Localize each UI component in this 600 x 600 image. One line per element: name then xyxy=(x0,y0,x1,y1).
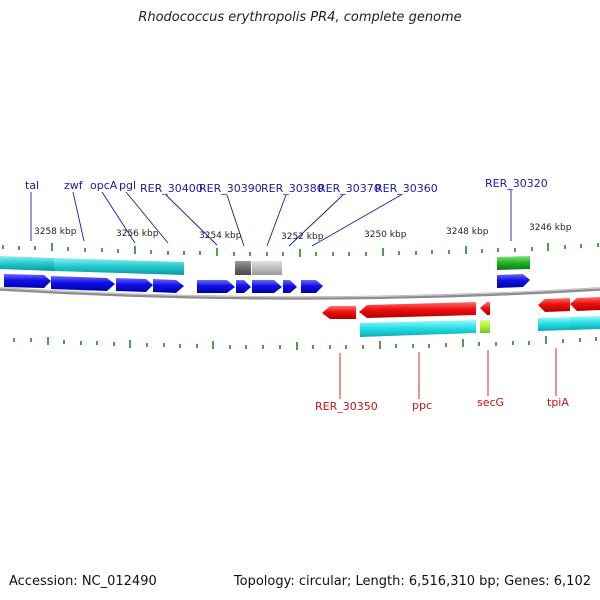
cds-arrow-zwf[interactable] xyxy=(51,276,115,291)
gene-feature[interactable] xyxy=(0,256,54,271)
cds-arrow-tal[interactable] xyxy=(4,274,51,288)
top-leader-lines xyxy=(30,190,512,247)
gene-feature[interactable] xyxy=(570,316,600,330)
reverse-gene-track xyxy=(360,316,600,337)
cds-arrow-rer30390[interactable] xyxy=(236,280,251,293)
scale-label: 3254 kbp xyxy=(199,231,242,241)
forward-cds-track xyxy=(4,274,530,293)
scale-label: 3246 kbp xyxy=(529,223,572,233)
cds-arrow-ppc[interactable] xyxy=(359,302,476,318)
gene-feature[interactable] xyxy=(538,317,570,331)
gene-label-rer30350[interactable]: RER_30350 xyxy=(315,400,378,413)
top-scale-ticks xyxy=(2,243,599,257)
backbone-highlight xyxy=(0,287,600,298)
scale-label: 3248 kbp xyxy=(446,227,489,237)
cds-arrow-rer30320[interactable] xyxy=(497,274,530,288)
reverse-cds-track xyxy=(322,297,600,319)
forward-gene-track xyxy=(0,256,530,275)
bottom-leader-lines xyxy=(339,348,557,399)
cds-arrow-rer30400[interactable] xyxy=(197,280,235,293)
cds-arrow-rer30350[interactable] xyxy=(322,306,356,319)
scale-label: 3258 kbp xyxy=(34,227,77,237)
green-feature[interactable] xyxy=(497,256,530,270)
top-gene-labels: tal zwf opcA pgl RER_30400 RER_30390 RER… xyxy=(25,177,548,195)
scale-label: 3252 kbp xyxy=(281,232,324,242)
gene-label-rer30370[interactable]: RER_30370 xyxy=(318,182,381,195)
gene-feature[interactable] xyxy=(54,258,184,275)
gene-label-pgl[interactable]: pgl xyxy=(119,179,136,192)
cds-arrow-secg[interactable] xyxy=(480,302,490,315)
gene-label-rer30320[interactable]: RER_30320 xyxy=(485,177,548,190)
cds-arrow[interactable] xyxy=(570,297,600,311)
cds-arrow-tpia[interactable] xyxy=(538,298,570,312)
gray-feature[interactable] xyxy=(235,261,251,275)
gene-label-ppc[interactable]: ppc xyxy=(412,399,432,412)
bottom-gene-labels: RER_30350 ppc secG tpiA xyxy=(315,396,569,413)
gene-label-rer30400[interactable]: RER_30400 xyxy=(140,182,203,195)
cds-arrow-pgl[interactable] xyxy=(153,279,184,293)
scale-labels: 3258 kbp 3256 kbp 3254 kbp 3252 kbp 3250… xyxy=(34,223,572,242)
gene-label-tpia[interactable]: tpiA xyxy=(547,396,569,409)
scale-label: 3256 kbp xyxy=(116,229,159,239)
gene-label-secg[interactable]: secG xyxy=(477,396,504,409)
gene-feature[interactable] xyxy=(360,320,476,337)
gene-label-opca[interactable]: opcA xyxy=(90,179,118,192)
gene-label-rer30380[interactable]: RER_30380 xyxy=(261,182,324,195)
gene-label-zwf[interactable]: zwf xyxy=(64,179,84,192)
genome-backbone xyxy=(0,287,600,300)
cds-arrow-opca[interactable] xyxy=(116,278,153,292)
gene-label-rer30360[interactable]: RER_30360 xyxy=(375,182,438,195)
cds-arrow-rer30360[interactable] xyxy=(301,280,323,293)
gene-label-rer30390[interactable]: RER_30390 xyxy=(199,182,262,195)
cds-arrow-rer30370[interactable] xyxy=(283,280,297,293)
lime-feature[interactable] xyxy=(480,320,490,333)
gene-label-tal[interactable]: tal xyxy=(25,179,39,192)
bottom-scale-ticks xyxy=(13,336,597,350)
gray-feature[interactable] xyxy=(252,261,282,275)
scale-label: 3250 kbp xyxy=(364,230,407,240)
map-title: Rhodococcus erythropolis PR4, complete g… xyxy=(138,10,462,25)
cds-arrow-rer30380[interactable] xyxy=(252,280,282,293)
topology-label: Topology: circular; Length: 6,516,310 bp… xyxy=(233,574,591,589)
accession-label: Accession: NC_012490 xyxy=(9,574,157,589)
